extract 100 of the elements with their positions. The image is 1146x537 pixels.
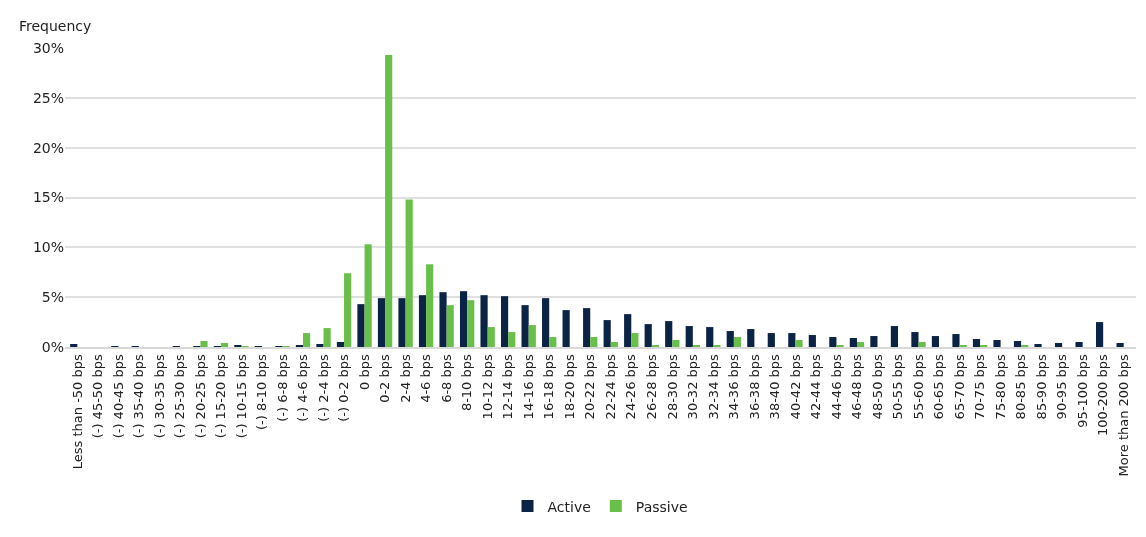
x-tick-label: 36-38 bps: [746, 353, 762, 420]
x-tick-label: (-) 30-35 bps: [151, 353, 167, 439]
x-tick-label: 8-10 bps: [459, 353, 475, 412]
x-tick-label: 80-85 bps: [1013, 353, 1029, 420]
bar: [1116, 343, 1124, 347]
x-tick-label: 55-60 bps: [910, 353, 926, 420]
bar: [603, 320, 611, 347]
bar: [528, 325, 536, 347]
bar: [336, 342, 345, 347]
bar: [200, 341, 208, 347]
bar: [972, 339, 981, 347]
bar: [747, 329, 755, 347]
bar: [385, 54, 393, 347]
bar: [70, 344, 78, 347]
x-tick-label: (-) 0-2 bps: [336, 353, 352, 422]
x-tick-label: (-) 40-45 bps: [110, 353, 126, 439]
x-tick-label: 40-42 bps: [787, 353, 803, 420]
bar: [849, 338, 857, 347]
x-tick-label: 60-65 bps: [931, 353, 947, 420]
bar: [610, 342, 618, 347]
bar: [993, 340, 1001, 347]
bar: [1034, 344, 1042, 347]
x-tick-label: (-) 8-10 bps: [254, 353, 270, 431]
x-tick-label: 50-55 bps: [890, 353, 906, 420]
y-tick-label: 0%: [41, 338, 64, 355]
bar: [590, 337, 598, 347]
bar: [439, 292, 447, 347]
bar: [480, 295, 488, 347]
bar: [487, 327, 495, 347]
bar: [405, 199, 413, 347]
x-tick-label: 85-90 bps: [1033, 353, 1049, 420]
bar: [726, 331, 734, 347]
x-tick-label: (-) 35-40 bps: [131, 353, 147, 439]
x-tick-label: 20-22 bps: [582, 353, 598, 420]
bar: [344, 273, 352, 347]
x-tick-label: Less than -50 bps: [69, 353, 85, 470]
x-tick-label: (-) 4-6 bps: [295, 353, 311, 422]
x-tick-label: 42-44 bps: [808, 353, 824, 420]
x-tick-label: 46-48 bps: [849, 353, 865, 420]
x-tick-label: 10-12 bps: [479, 353, 495, 420]
x-tick-label: 44-46 bps: [828, 353, 844, 420]
bar: [1095, 322, 1104, 347]
y-tick-label: 30%: [32, 39, 64, 56]
x-tick-label: 28-30 bps: [664, 353, 680, 420]
bar: [685, 326, 693, 347]
bar: [911, 332, 919, 347]
x-tick-label: 26-28 bps: [644, 353, 660, 420]
bar: [323, 328, 331, 347]
x-tick-label: 0 bps: [356, 353, 372, 390]
x-tick-label: (-) 15-20 bps: [213, 353, 229, 439]
bar: [918, 342, 926, 347]
x-tick-label: 14-16 bps: [520, 353, 536, 420]
bar: [1013, 341, 1022, 347]
bar: [467, 300, 475, 347]
y-tick-label: 15%: [32, 189, 64, 206]
x-tick-label: 75-80 bps: [992, 353, 1008, 420]
bar: [829, 337, 837, 347]
bar: [767, 333, 775, 347]
bar: [631, 333, 639, 347]
x-tick-label: (-) 45-50 bps: [90, 353, 106, 439]
x-tick-label: 34-36 bps: [726, 353, 742, 420]
bar: [426, 264, 434, 347]
x-tick-label: 32-34 bps: [705, 353, 721, 420]
x-tick-label: (-) 2-4 bps: [315, 353, 331, 422]
bar: [562, 310, 570, 347]
bar: [856, 342, 865, 347]
bar: [644, 324, 652, 347]
bar: [508, 332, 516, 347]
bar: [357, 304, 365, 347]
bar: [446, 305, 454, 347]
bar: [706, 327, 714, 347]
x-tick-label: 6-8 bps: [438, 353, 454, 403]
x-tick-label: 24-26 bps: [623, 353, 639, 420]
bar: [1075, 342, 1083, 347]
bar: [459, 291, 468, 347]
x-tick-label: 70-75 bps: [972, 353, 988, 420]
y-tick-label: 5%: [41, 289, 64, 306]
x-tick-label: 16-18 bps: [541, 353, 557, 420]
bar: [316, 344, 324, 347]
x-tick-label: (-) 10-15 bps: [233, 353, 249, 439]
bar: [931, 336, 940, 347]
x-tick-label: 48-50 bps: [869, 353, 885, 420]
bar: [364, 244, 372, 347]
bar: [542, 298, 550, 347]
x-tick-label: 30-32 bps: [685, 353, 701, 420]
bar: [870, 336, 878, 347]
bar: [303, 333, 311, 347]
x-tick-label: 2-4 bps: [397, 353, 413, 403]
bar: [583, 308, 591, 347]
x-tick-label: 4-6 bps: [418, 353, 434, 403]
legend-label: Passive: [635, 498, 688, 515]
y-tick-label: 25%: [32, 89, 64, 106]
bar: [521, 305, 529, 347]
bar: [733, 337, 742, 347]
bar: [665, 321, 673, 347]
x-tick-label: 12-14 bps: [500, 353, 516, 420]
y-tick-label: 20%: [32, 139, 64, 156]
y-axis-title: Frequency: [19, 18, 92, 34]
bar: [808, 335, 816, 347]
bar: [890, 326, 898, 347]
